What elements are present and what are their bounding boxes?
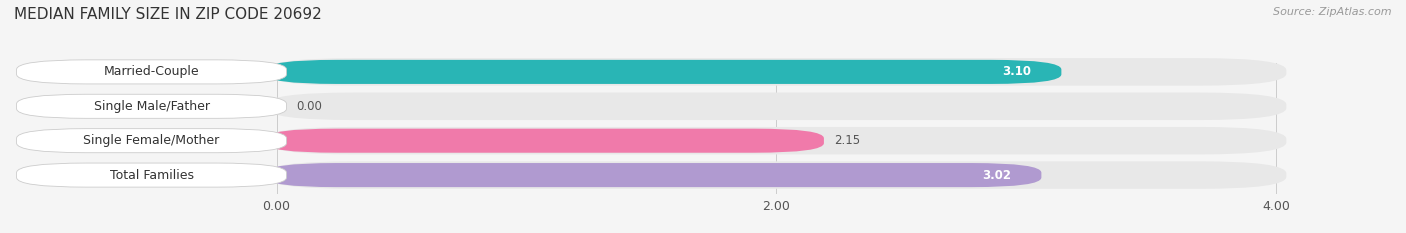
FancyBboxPatch shape — [267, 60, 1062, 84]
FancyBboxPatch shape — [267, 161, 1286, 189]
FancyBboxPatch shape — [17, 163, 287, 187]
FancyBboxPatch shape — [17, 60, 287, 84]
Text: MEDIAN FAMILY SIZE IN ZIP CODE 20692: MEDIAN FAMILY SIZE IN ZIP CODE 20692 — [14, 7, 322, 22]
Text: 0.00: 0.00 — [297, 100, 322, 113]
FancyBboxPatch shape — [17, 129, 287, 153]
Text: 3.10: 3.10 — [1002, 65, 1032, 78]
FancyBboxPatch shape — [267, 163, 1042, 187]
FancyBboxPatch shape — [267, 58, 1286, 86]
Text: Total Families: Total Families — [110, 169, 194, 182]
Text: Source: ZipAtlas.com: Source: ZipAtlas.com — [1274, 7, 1392, 17]
Text: Single Female/Mother: Single Female/Mother — [83, 134, 219, 147]
Text: 3.02: 3.02 — [983, 169, 1011, 182]
Text: 2.15: 2.15 — [834, 134, 860, 147]
Text: Single Male/Father: Single Male/Father — [94, 100, 209, 113]
FancyBboxPatch shape — [267, 127, 1286, 154]
FancyBboxPatch shape — [267, 93, 1286, 120]
Text: Married-Couple: Married-Couple — [104, 65, 200, 78]
FancyBboxPatch shape — [267, 129, 824, 153]
FancyBboxPatch shape — [17, 94, 287, 118]
